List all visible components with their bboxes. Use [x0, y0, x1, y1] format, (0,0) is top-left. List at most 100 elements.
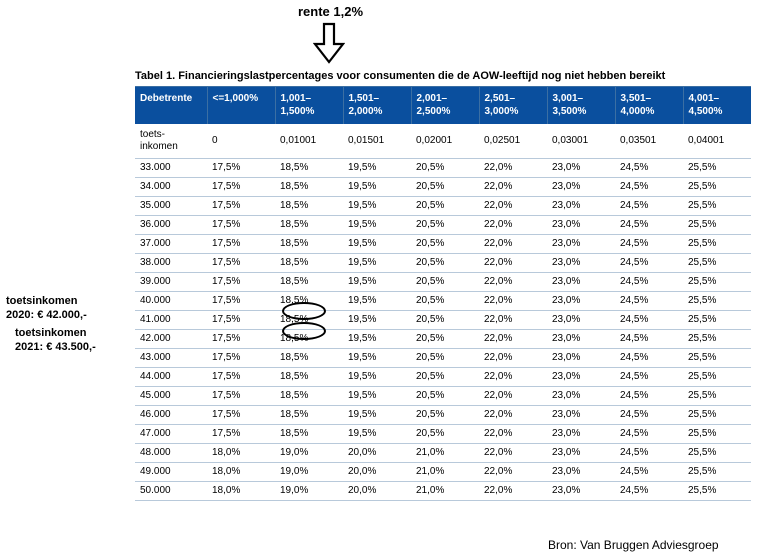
table-cell: 19,5%	[343, 330, 411, 349]
table-cell: 18,5%	[275, 178, 343, 197]
column-header: 3,501–4,000%	[615, 87, 683, 124]
table-container: Debetrente<=1,000%1,001–1,500%1,501–2,00…	[135, 86, 751, 501]
arrow-down-icon	[313, 22, 345, 71]
table-cell: 17,5%	[207, 387, 275, 406]
table-cell: 18,5%	[275, 197, 343, 216]
table-row: 33.00017,5%18,5%19,5%20,5%22,0%23,0%24,5…	[135, 159, 751, 178]
table-cell: 20,5%	[411, 178, 479, 197]
table-cell: 19,5%	[343, 235, 411, 254]
side1-line1: toetsinkomen	[6, 295, 78, 307]
table-row: 39.00017,5%18,5%19,5%20,5%22,0%23,0%24,5…	[135, 273, 751, 292]
table-cell: 22,0%	[479, 425, 547, 444]
table-row: 42.00017,5%18,5%19,5%20,5%22,0%23,0%24,5…	[135, 330, 751, 349]
table-cell: 41.000	[135, 311, 207, 330]
table-cell: 42.000	[135, 330, 207, 349]
table-cell: 18,5%	[275, 159, 343, 178]
table-cell: 24,5%	[615, 292, 683, 311]
table-cell: 25,5%	[683, 425, 751, 444]
column-header: 2,001–2,500%	[411, 87, 479, 124]
table-cell: 23,0%	[547, 254, 615, 273]
source-credit: Bron: Van Bruggen Adviesgroep	[548, 538, 719, 552]
table-cell: 19,5%	[343, 216, 411, 235]
table-row: 46.00017,5%18,5%19,5%20,5%22,0%23,0%24,5…	[135, 406, 751, 425]
table-cell: 24,5%	[615, 425, 683, 444]
annotation-toetsinkomen-2020: toetsinkomen 2020: € 42.000,-	[6, 294, 87, 323]
table-cell: 24,5%	[615, 349, 683, 368]
table-row: 40.00017,5%18,5%19,5%20,5%22,0%23,0%24,5…	[135, 292, 751, 311]
table-cell: 24,5%	[615, 368, 683, 387]
table-row: 45.00017,5%18,5%19,5%20,5%22,0%23,0%24,5…	[135, 387, 751, 406]
table-cell: 20,5%	[411, 159, 479, 178]
table-cell: 23,0%	[547, 463, 615, 482]
table-cell: 24,5%	[615, 216, 683, 235]
table-cell: 23,0%	[547, 368, 615, 387]
table-cell: 0,01001	[275, 124, 343, 159]
table-cell: 17,5%	[207, 425, 275, 444]
table-cell: 18,5%	[275, 330, 343, 349]
table-cell: toets-inkomen	[135, 124, 207, 159]
table-cell: 0,03001	[547, 124, 615, 159]
column-header: 1,501–2,000%	[343, 87, 411, 124]
table-cell: 19,5%	[343, 368, 411, 387]
table-cell: 19,5%	[343, 178, 411, 197]
table-cell: 24,5%	[615, 178, 683, 197]
table-cell: 18,0%	[207, 482, 275, 501]
table-cell: 20,5%	[411, 216, 479, 235]
table-cell: 23,0%	[547, 292, 615, 311]
table-cell: 20,5%	[411, 406, 479, 425]
side1-line2: 2020: € 42.000,-	[6, 309, 87, 321]
table-cell: 24,5%	[615, 235, 683, 254]
table-cell: 22,0%	[479, 406, 547, 425]
table-cell: 20,0%	[343, 482, 411, 501]
table-cell: 22,0%	[479, 235, 547, 254]
table-cell: 22,0%	[479, 349, 547, 368]
table-cell: 24,5%	[615, 406, 683, 425]
column-header: 2,501–3,000%	[479, 87, 547, 124]
table-header-row: Debetrente<=1,000%1,001–1,500%1,501–2,00…	[135, 87, 751, 124]
table-cell: 19,5%	[343, 311, 411, 330]
table-cell: 19,5%	[343, 273, 411, 292]
table-cell: 49.000	[135, 463, 207, 482]
table-cell: 0,02501	[479, 124, 547, 159]
side2-line1: toetsinkomen	[15, 327, 87, 339]
table-cell: 17,5%	[207, 349, 275, 368]
table-cell: 19,0%	[275, 444, 343, 463]
table-cell: 23,0%	[547, 159, 615, 178]
table-cell: 22,0%	[479, 292, 547, 311]
table-cell: 18,5%	[275, 273, 343, 292]
table-cell: 24,5%	[615, 463, 683, 482]
table-cell: 19,5%	[343, 197, 411, 216]
table-cell: 25,5%	[683, 349, 751, 368]
table-cell: 0,01501	[343, 124, 411, 159]
table-cell: 40.000	[135, 292, 207, 311]
side2-line2: 2021: € 43.500,-	[15, 341, 96, 353]
annotation-toetsinkomen-2021: toetsinkomen 2021: € 43.500,-	[15, 326, 96, 355]
table-cell: 25,5%	[683, 235, 751, 254]
table-cell: 50.000	[135, 482, 207, 501]
table-cell: 20,5%	[411, 349, 479, 368]
table-cell: 18,5%	[275, 254, 343, 273]
table-cell: 25,5%	[683, 159, 751, 178]
table-cell: 24,5%	[615, 330, 683, 349]
table-cell: 25,5%	[683, 292, 751, 311]
table-cell: 17,5%	[207, 330, 275, 349]
table-row: 35.00017,5%18,5%19,5%20,5%22,0%23,0%24,5…	[135, 197, 751, 216]
table-row: 47.00017,5%18,5%19,5%20,5%22,0%23,0%24,5…	[135, 425, 751, 444]
table-cell: 23,0%	[547, 406, 615, 425]
table-cell: 22,0%	[479, 482, 547, 501]
table-cell: 25,5%	[683, 254, 751, 273]
table-title: Tabel 1. Financieringslastpercentages vo…	[135, 70, 665, 82]
table-row: 36.00017,5%18,5%19,5%20,5%22,0%23,0%24,5…	[135, 216, 751, 235]
table-cell: 45.000	[135, 387, 207, 406]
table-cell: 46.000	[135, 406, 207, 425]
table-cell: 17,5%	[207, 197, 275, 216]
annotation-rente-label: rente 1,2%	[298, 4, 363, 19]
table-cell: 21,0%	[411, 444, 479, 463]
table-cell: 35.000	[135, 197, 207, 216]
table-cell: 25,5%	[683, 387, 751, 406]
table-cell: 24,5%	[615, 387, 683, 406]
table-cell: 25,5%	[683, 444, 751, 463]
table-cell: 25,5%	[683, 368, 751, 387]
table-cell: 18,5%	[275, 311, 343, 330]
table-cell: 24,5%	[615, 273, 683, 292]
